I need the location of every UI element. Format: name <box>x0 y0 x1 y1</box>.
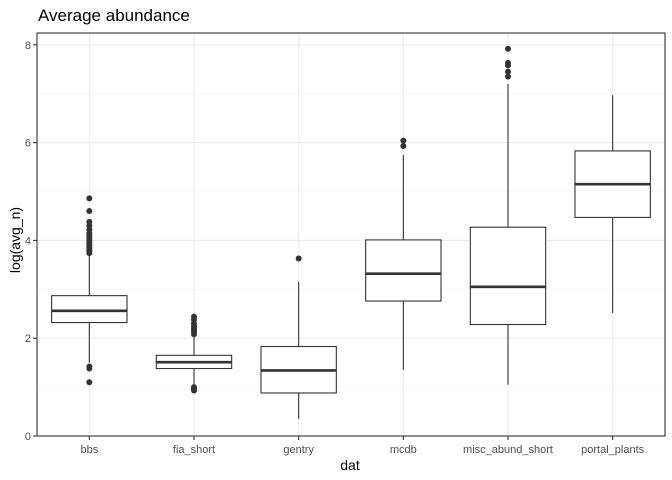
outlier-point <box>400 137 407 144</box>
outlier-point <box>505 68 511 75</box>
box-fia_short <box>155 313 233 394</box>
outlier-point <box>86 195 93 202</box>
x-tick-label: bbs <box>80 444 98 456</box>
outlier-point <box>191 313 197 320</box>
box-body <box>469 226 547 326</box>
outlier-point <box>86 218 93 225</box>
outlier-point <box>505 59 511 66</box>
panel-background <box>37 33 665 436</box>
chart-title: Average abundance <box>38 6 190 25</box>
box-misc_abund_short <box>469 45 547 385</box>
x-axis: bbs fia_short gentry mcdb misc_abund_short po… <box>80 436 645 456</box>
y-tick-label: 4 <box>25 235 31 247</box>
x-tick-label: gentry <box>283 444 314 456</box>
box-portal_plants <box>574 95 651 313</box>
box-body <box>365 239 442 302</box>
y-tick-label: 6 <box>25 138 31 150</box>
y-tick-label: 0 <box>25 431 31 443</box>
plot-panel <box>36 32 666 437</box>
y-tick-label: 8 <box>25 40 31 52</box>
y-tick-label: 2 <box>25 333 31 345</box>
outlier-point <box>191 384 197 391</box>
box-body <box>51 295 128 324</box>
x-tick-label: portal_plants <box>581 444 644 456</box>
outlier-point <box>505 45 511 52</box>
y-axis: 0 2 4 6 8 <box>25 40 37 443</box>
x-tick-label: mcdb <box>390 444 417 456</box>
outlier-point <box>505 73 511 80</box>
box-mcdb <box>365 137 442 370</box>
box-bbs <box>51 195 128 386</box>
outlier-point <box>400 143 407 150</box>
outlier-point <box>295 255 302 262</box>
y-axis-title: log(avg_n) <box>7 207 23 273</box>
outlier-point <box>86 363 93 370</box>
panel-border <box>36 32 666 437</box>
box-gentry <box>260 255 337 419</box>
x-axis-title: dat <box>340 457 360 473</box>
x-tick-label: misc_abund_short <box>463 444 553 456</box>
plot-marks <box>51 45 651 419</box>
x-tick-label: fia_short <box>173 444 215 456</box>
outlier-point <box>86 379 93 386</box>
outlier-point <box>86 208 93 215</box>
